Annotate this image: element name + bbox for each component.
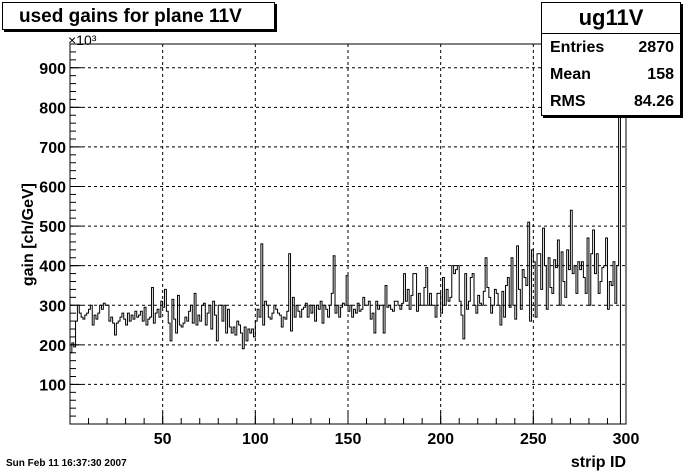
y-axis-label: gain [ch/GeV]: [20, 183, 37, 286]
x-tick-label: 250: [520, 431, 547, 448]
x-axis-label: strip ID: [571, 454, 626, 471]
timestamp-footer: Sun Feb 11 16:37:30 2007: [6, 458, 127, 469]
y-tick-label: 700: [39, 140, 66, 157]
stats-histogram-name: ug11V: [542, 3, 680, 34]
stats-mean-row: Mean 158: [542, 61, 680, 88]
stats-entries-row: Entries 2870: [542, 34, 680, 61]
y-tick-label: 100: [39, 377, 66, 394]
axis-tick-labels: 100 200 300 400 500 600 700 800 900 50 100 150 200 25…: [39, 61, 639, 448]
stats-mean-label: Mean: [550, 66, 591, 83]
stats-rms-value: 84.26: [633, 93, 674, 110]
y-tick-label: 900: [39, 61, 66, 78]
stats-mean-value: 158: [647, 66, 674, 83]
y-tick-label: 800: [39, 100, 66, 117]
stats-rms-row: RMS 84.26: [542, 88, 680, 115]
x-tick-label: 50: [154, 431, 172, 448]
chart-title: used gains for plane 11V: [2, 2, 275, 30]
y-tick-label: 400: [39, 259, 66, 276]
y-tick-label: 600: [39, 180, 66, 197]
y-multiplier-label: ×10³: [68, 32, 97, 48]
axis-ticks: [69, 43, 627, 425]
stats-rms-label: RMS: [550, 93, 586, 110]
x-tick-label: 200: [427, 431, 454, 448]
histogram-series-line: [69, 55, 621, 424]
stats-entries-value: 2870: [638, 39, 674, 56]
y-tick-label: 200: [39, 338, 66, 355]
x-tick-label: 150: [335, 431, 362, 448]
stats-entries-label: Entries: [550, 39, 605, 56]
x-tick-label: 300: [613, 431, 640, 448]
stats-box: ug11V Entries 2870 Mean 158 RMS 84.26: [541, 2, 681, 116]
x-tick-label: 100: [242, 431, 269, 448]
y-tick-label: 300: [39, 298, 66, 315]
y-tick-label: 500: [39, 219, 66, 236]
